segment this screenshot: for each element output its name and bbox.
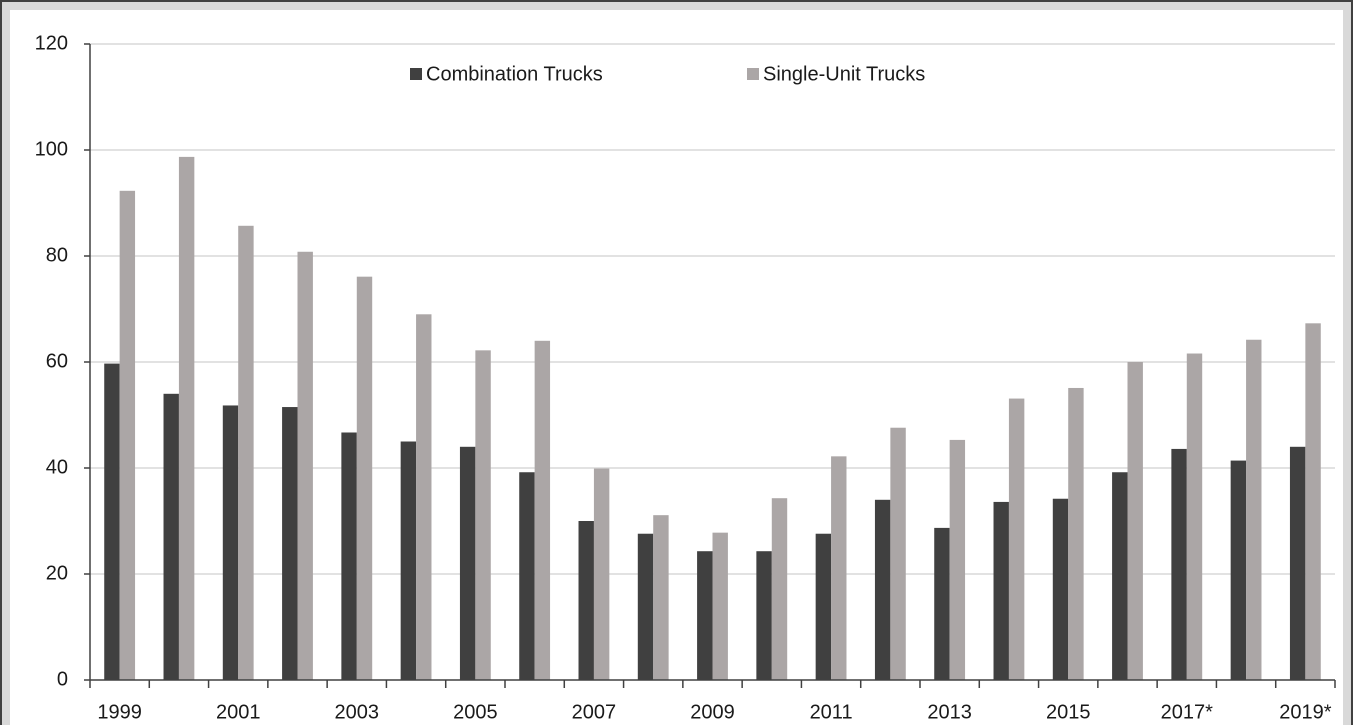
bar <box>1246 339 1262 680</box>
bar <box>949 439 966 680</box>
y-tick-label: 100 <box>35 138 68 160</box>
bar <box>104 363 120 680</box>
legend-swatch <box>747 68 759 80</box>
legend-label: Single-Unit Trucks <box>763 63 925 85</box>
bar <box>459 446 476 680</box>
bar <box>1008 398 1025 680</box>
bar <box>1305 323 1321 680</box>
bar <box>653 515 669 680</box>
bar <box>697 551 713 680</box>
bar <box>400 441 417 680</box>
x-tick-label: 1999 <box>97 701 142 723</box>
legend-swatch <box>410 68 422 80</box>
bar <box>771 498 788 680</box>
bar <box>282 407 298 680</box>
bar <box>1068 387 1084 680</box>
bar <box>637 533 654 680</box>
bar <box>934 527 950 680</box>
bar <box>756 551 772 680</box>
y-tick-label: 0 <box>57 668 68 690</box>
y-tick-label: 80 <box>46 244 68 266</box>
bar <box>815 533 832 680</box>
bar <box>874 499 891 680</box>
y-tick-label: 40 <box>46 456 68 478</box>
x-tick-label: 2001 <box>216 701 261 723</box>
bar <box>297 251 313 680</box>
x-tick-label: 2019* <box>1279 701 1331 723</box>
bar <box>1230 460 1247 680</box>
bar <box>1186 353 1203 680</box>
plot-background <box>10 10 1343 725</box>
bar <box>993 501 1009 680</box>
x-tick-label: 2007 <box>572 701 617 723</box>
bar <box>712 532 728 680</box>
legend-label: Combination Trucks <box>426 63 603 85</box>
bar <box>163 393 179 680</box>
bar <box>222 405 239 680</box>
bar <box>593 468 610 680</box>
bar <box>578 521 594 680</box>
bar <box>519 472 535 680</box>
x-tick-label: 2011 <box>810 701 853 723</box>
bar <box>534 340 551 680</box>
bar <box>416 314 432 680</box>
x-tick-label: 2015 <box>1046 701 1091 723</box>
bar <box>890 427 906 680</box>
x-tick-label: 2013 <box>927 701 972 723</box>
bar <box>475 350 491 680</box>
bar <box>356 276 373 680</box>
bar <box>1112 472 1128 680</box>
bar <box>831 456 847 680</box>
bar <box>178 156 195 680</box>
bar <box>119 190 136 680</box>
bar <box>1127 362 1143 680</box>
x-tick-label: 2005 <box>453 701 498 723</box>
x-tick-label: 2017* <box>1161 701 1213 723</box>
y-tick-label: 20 <box>46 562 68 584</box>
bar <box>1289 446 1306 680</box>
bar <box>238 225 254 681</box>
y-tick-label: 120 <box>35 32 68 54</box>
bar <box>341 432 357 680</box>
bar <box>1171 448 1187 680</box>
y-tick-label: 60 <box>46 350 68 372</box>
x-tick-label: 2003 <box>335 701 380 723</box>
x-tick-label: 2009 <box>690 701 735 723</box>
bar <box>1052 498 1069 680</box>
